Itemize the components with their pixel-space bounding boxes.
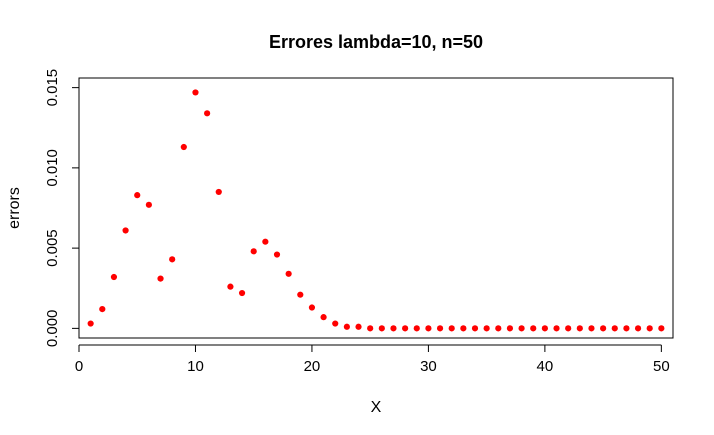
data-point: [402, 325, 409, 332]
y-tick-label: 0.010: [44, 149, 61, 187]
data-point: [367, 325, 374, 332]
data-point: [343, 323, 350, 330]
data-point: [134, 192, 141, 199]
data-point: [332, 320, 339, 327]
chart-title: Errores lambda=10, n=50: [269, 32, 483, 52]
plot-frame: [78, 77, 674, 339]
data-point: [448, 325, 455, 332]
data-point: [483, 325, 490, 332]
data-point: [565, 325, 572, 332]
data-point: [273, 251, 281, 258]
data-point: [145, 201, 152, 208]
data-point: [297, 291, 304, 298]
data-point: [87, 320, 94, 327]
data-point: [623, 325, 630, 332]
data-point: [215, 188, 222, 196]
data-point: [460, 325, 467, 332]
data-point: [541, 325, 548, 332]
data-point: [518, 325, 525, 332]
data-point: [390, 325, 397, 332]
data-point: [530, 325, 537, 332]
data-point: [157, 275, 164, 282]
data-point: [588, 325, 595, 332]
x-tick-label: 30: [420, 358, 437, 375]
data-point: [308, 304, 316, 311]
data-point: [180, 143, 187, 151]
data-point: [250, 248, 257, 255]
y-tick-label: 0.005: [44, 229, 61, 267]
data-point: [600, 325, 607, 332]
data-point: [262, 238, 269, 245]
x-tick-label: 50: [653, 358, 670, 375]
x-tick-label: 40: [537, 358, 554, 375]
y-tick-label: 0.015: [44, 69, 61, 107]
x-tick-label: 0: [75, 358, 83, 375]
data-point: [378, 325, 385, 332]
data-point: [611, 325, 618, 332]
data-point: [646, 325, 653, 332]
data-point: [658, 325, 665, 332]
data-point: [204, 110, 211, 117]
data-point: [634, 325, 642, 332]
data-point: [227, 283, 234, 290]
data-point: [355, 323, 362, 330]
data-point: [495, 325, 502, 332]
x-axis: 0 10 20 30 40 50: [75, 344, 670, 375]
data-point: [471, 325, 479, 332]
y-axis-label: errors: [6, 187, 23, 229]
data-point: [285, 270, 292, 277]
data-point: [192, 89, 199, 96]
data-point: [425, 325, 432, 332]
y-axis: 0.000 0.005 0.010 0.015: [44, 69, 80, 348]
x-tick-label: 10: [187, 358, 204, 375]
x-tick-label: 20: [304, 358, 321, 375]
data-point: [122, 227, 129, 234]
data-point: [169, 256, 176, 263]
data-point: [436, 325, 444, 332]
data-point: [320, 314, 327, 321]
data-points: [87, 89, 665, 332]
data-point: [576, 325, 583, 332]
x-axis-label: X: [371, 399, 382, 416]
data-point: [99, 306, 106, 313]
data-point: [413, 325, 420, 332]
data-point: [506, 325, 514, 332]
data-point: [553, 325, 560, 332]
data-point: [110, 273, 118, 281]
y-tick-label: 0.000: [44, 310, 61, 348]
data-point: [238, 289, 246, 297]
